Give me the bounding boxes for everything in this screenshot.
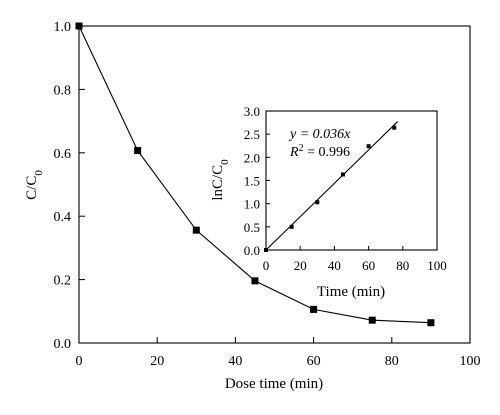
main-data-point [368, 316, 376, 324]
inset-x-tick-label: 100 [427, 258, 447, 273]
inset-y-tick-label: 0.5 [244, 220, 260, 235]
main-data-point [427, 319, 435, 327]
main-y-tick-label: 0.8 [54, 83, 72, 98]
main-x-ticks: 0 20 40 60 80 100 [76, 337, 481, 369]
main-data-point [75, 22, 83, 30]
inset-y-ticks: 0.0 0.5 1.0 1.5 2.0 2.5 3.0 [244, 104, 270, 258]
main-y-tick-label: 0.0 [54, 337, 72, 352]
inset-data-point [392, 125, 397, 130]
main-data-point [192, 226, 200, 234]
inset-fit-r2: R2 = 0.996 [289, 143, 350, 161]
main-data-point [310, 305, 318, 313]
inset-x-tick-label: 20 [294, 258, 307, 273]
inset-x-tick-label: 80 [396, 258, 409, 273]
main-x-tick-label: 20 [150, 354, 164, 369]
main-data-point [134, 147, 142, 155]
main-chart: 0 20 40 60 80 100 0.0 0.2 0.4 0.6 0.8 1.0 Dose tim… [24, 20, 481, 392]
inset-series-markers [264, 125, 397, 252]
main-y-axis-title: C/C0 [24, 170, 45, 200]
main-y-ticks: 0.0 0.2 0.4 0.6 0.8 1.0 [54, 20, 85, 352]
main-x-tick-label: 60 [307, 354, 321, 369]
inset-data-point [366, 144, 371, 149]
inset-y-tick-label: 2.0 [244, 150, 260, 165]
main-x-tick-label: 40 [228, 354, 242, 369]
main-data-point [251, 277, 259, 285]
inset-chart: 0 20 40 60 80 100 0.0 0.5 1.0 1.5 2.0 2.5 3.0 y = 0… [210, 104, 447, 300]
inset-data-point [315, 200, 320, 205]
main-y-tick-label: 1.0 [54, 20, 72, 35]
inset-data-point [340, 172, 345, 177]
main-x-axis-title: Dose time (min) [225, 376, 323, 392]
inset-y-axis-title: lnC/C0 [210, 159, 231, 201]
inset-x-tick-label: 60 [362, 258, 375, 273]
inset-y-tick-label: 1.5 [244, 174, 260, 189]
main-y-tick-label: 0.6 [54, 147, 72, 162]
main-series-markers [75, 22, 435, 327]
inset-x-tick-label: 0 [263, 258, 270, 273]
inset-y-tick-label: 1.0 [244, 197, 260, 212]
inset-data-point [264, 248, 268, 252]
inset-fit-equation: y = 0.036x [288, 127, 351, 142]
inset-y-tick-label: 0.0 [244, 243, 260, 258]
inset-y-tick-label: 3.0 [244, 104, 260, 119]
main-x-tick-label: 80 [385, 354, 399, 369]
main-plot-frame [78, 25, 471, 344]
inset-y-tick-label: 2.5 [244, 127, 260, 142]
inset-data-point [289, 224, 294, 229]
main-x-tick-label: 0 [76, 354, 83, 369]
inset-fit-line [265, 121, 399, 251]
inset-x-axis-title: Time (min) [317, 284, 385, 300]
inset-x-tick-label: 40 [328, 258, 341, 273]
inset-x-ticks: 0 20 40 60 80 100 [263, 246, 447, 273]
main-y-tick-label: 0.4 [54, 210, 72, 225]
main-x-tick-label: 100 [460, 354, 481, 369]
main-y-tick-label: 0.2 [54, 274, 72, 289]
